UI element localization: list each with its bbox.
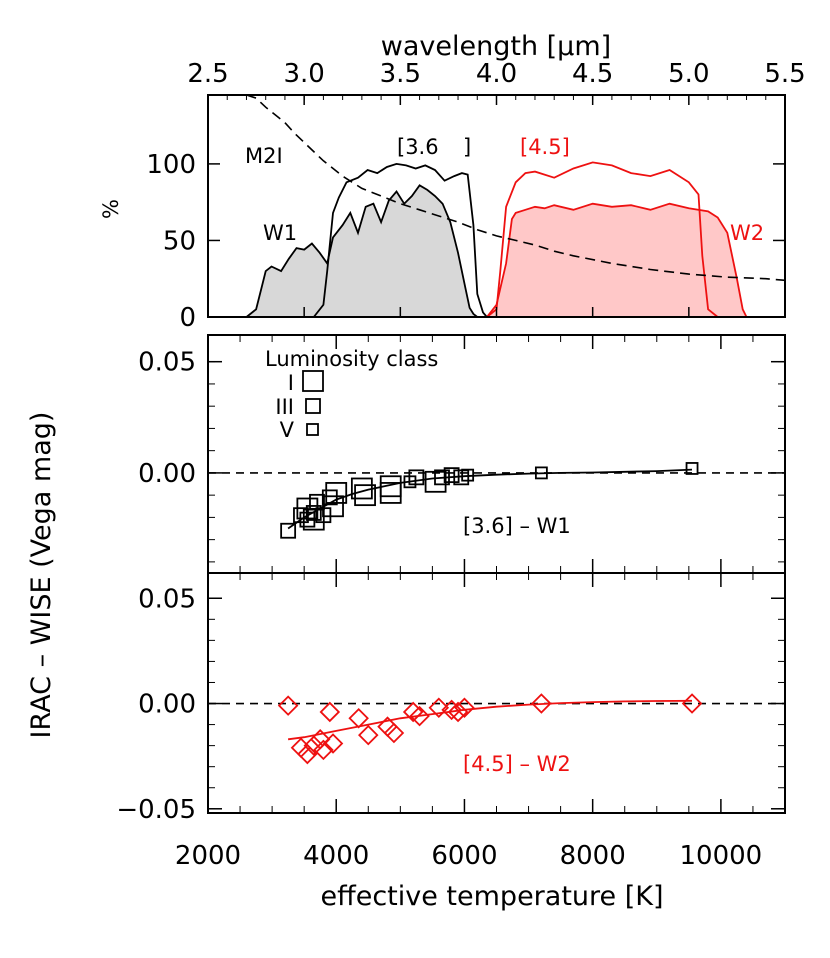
y-tick-label: 0.00 [138, 690, 196, 720]
w2-curve [486, 202, 748, 318]
y-tick-label: 50 [163, 226, 196, 256]
w1-curve [245, 184, 478, 318]
m2i-label: M2I [245, 144, 283, 168]
data-point-diamond [531, 693, 552, 714]
x-tick-label: 2000 [175, 841, 241, 871]
data-point-square [354, 484, 376, 507]
x-tick-label: 8000 [560, 841, 626, 871]
data-point-diamond [303, 735, 325, 756]
data-point-diamond [322, 733, 344, 754]
data-point-square [280, 522, 297, 539]
percent-axis-label: % [99, 199, 123, 219]
x-tick-label: 10000 [680, 841, 763, 871]
panel-w2-frame [207, 572, 786, 814]
irac36-label: [3.6 [397, 135, 439, 159]
data-point-diamond [313, 739, 334, 761]
panel-w1-annotation: [3.6] – W1 [463, 514, 571, 538]
panel-w2-fit-curve [287, 699, 693, 741]
data-point-square [305, 505, 322, 521]
panel-w1-ticks: 0.00 0.05 [138, 335, 786, 573]
y-tick-label: −0.05 [116, 795, 196, 825]
data-point-square [296, 497, 319, 520]
data-point-square [443, 467, 460, 484]
x-axis-title: effective temperature [K] [321, 881, 664, 912]
panel-w2: −0.05 0.00 0.05 2000 4000 6000 8000 10000 [4.5]… [116, 572, 786, 912]
filter-curves [245, 94, 786, 318]
data-point-square [685, 462, 699, 475]
top-x-tick-label: 4.5 [572, 59, 613, 89]
legend-title: Luminosity class [265, 347, 438, 371]
panel-w2-ticks: −0.05 0.00 0.05 2000 4000 6000 8000 10000 [116, 573, 786, 871]
panel-filters: 2.5 3.0 3.5 4.0 4.5 5.0 5.5 0 50 100 wavelength [… [99, 31, 806, 333]
top-x-tick-label: 3.0 [283, 59, 324, 89]
filter-fills [246, 185, 747, 317]
legend-marker-iii [305, 398, 321, 414]
data-point-diamond [277, 695, 299, 716]
legend-marker-v [306, 423, 319, 436]
data-point-square [325, 482, 348, 504]
top-x-tick-label: 3.5 [380, 59, 421, 89]
top-x-tick-label: 4.0 [476, 59, 517, 89]
top-x-tick-label: 2.5 [187, 59, 228, 89]
w1-fill [246, 185, 478, 317]
panel-filters-ticks: 2.5 3.0 3.5 4.0 4.5 5.0 5.5 0 50 100 [146, 59, 805, 333]
data-point-diamond [358, 724, 379, 746]
irac45-curve [486, 161, 719, 318]
data-point-diamond [428, 697, 450, 719]
legend-class-i: I [288, 371, 294, 395]
w2-fill [486, 203, 747, 317]
panel-w2-annotation: [4.5] – W2 [463, 752, 571, 776]
panel-w1-fit-curve [287, 468, 693, 530]
legend-class-v: V [280, 418, 295, 442]
y-tick-label: 0 [179, 303, 196, 333]
data-point-diamond [441, 699, 462, 721]
shared-y-axis-title: IRAC – WISE (Vega mag) [26, 412, 57, 739]
data-point-square [408, 469, 425, 486]
data-point-diamond [319, 701, 341, 723]
data-point-square [302, 508, 325, 531]
top-x-tick-label: 5.0 [668, 59, 709, 89]
top-x-tick-label: 5.5 [764, 59, 805, 89]
data-point-square [379, 482, 402, 504]
m2i-spectrum [246, 94, 786, 282]
data-point-diamond [297, 743, 318, 765]
data-point-diamond [409, 705, 430, 727]
irac45-label: [4.5] [520, 135, 570, 159]
data-point-diamond [402, 701, 424, 723]
legend-class-iii: III [275, 395, 294, 419]
x-tick-label: 4000 [303, 841, 369, 871]
data-point-diamond [309, 729, 331, 750]
x-tick-label: 6000 [431, 841, 497, 871]
legend-marker-i [302, 370, 324, 392]
w1-label: W1 [263, 221, 297, 245]
irac36-bracket: ] [463, 135, 471, 159]
y-tick-label: 0.05 [138, 348, 196, 378]
data-point-diamond [454, 697, 475, 719]
y-tick-label: 0.05 [138, 584, 196, 614]
panel-w1: 0.00 0.05 Luminosity class I III V [3.6] … [138, 334, 786, 574]
y-tick-label: 0.00 [138, 459, 196, 489]
w2-label: W2 [730, 221, 764, 245]
top-x-axis-title: wavelength [μm] [381, 31, 611, 62]
data-point-diamond [383, 722, 405, 744]
irac36-curve [313, 162, 488, 318]
y-tick-label: 100 [146, 150, 196, 180]
